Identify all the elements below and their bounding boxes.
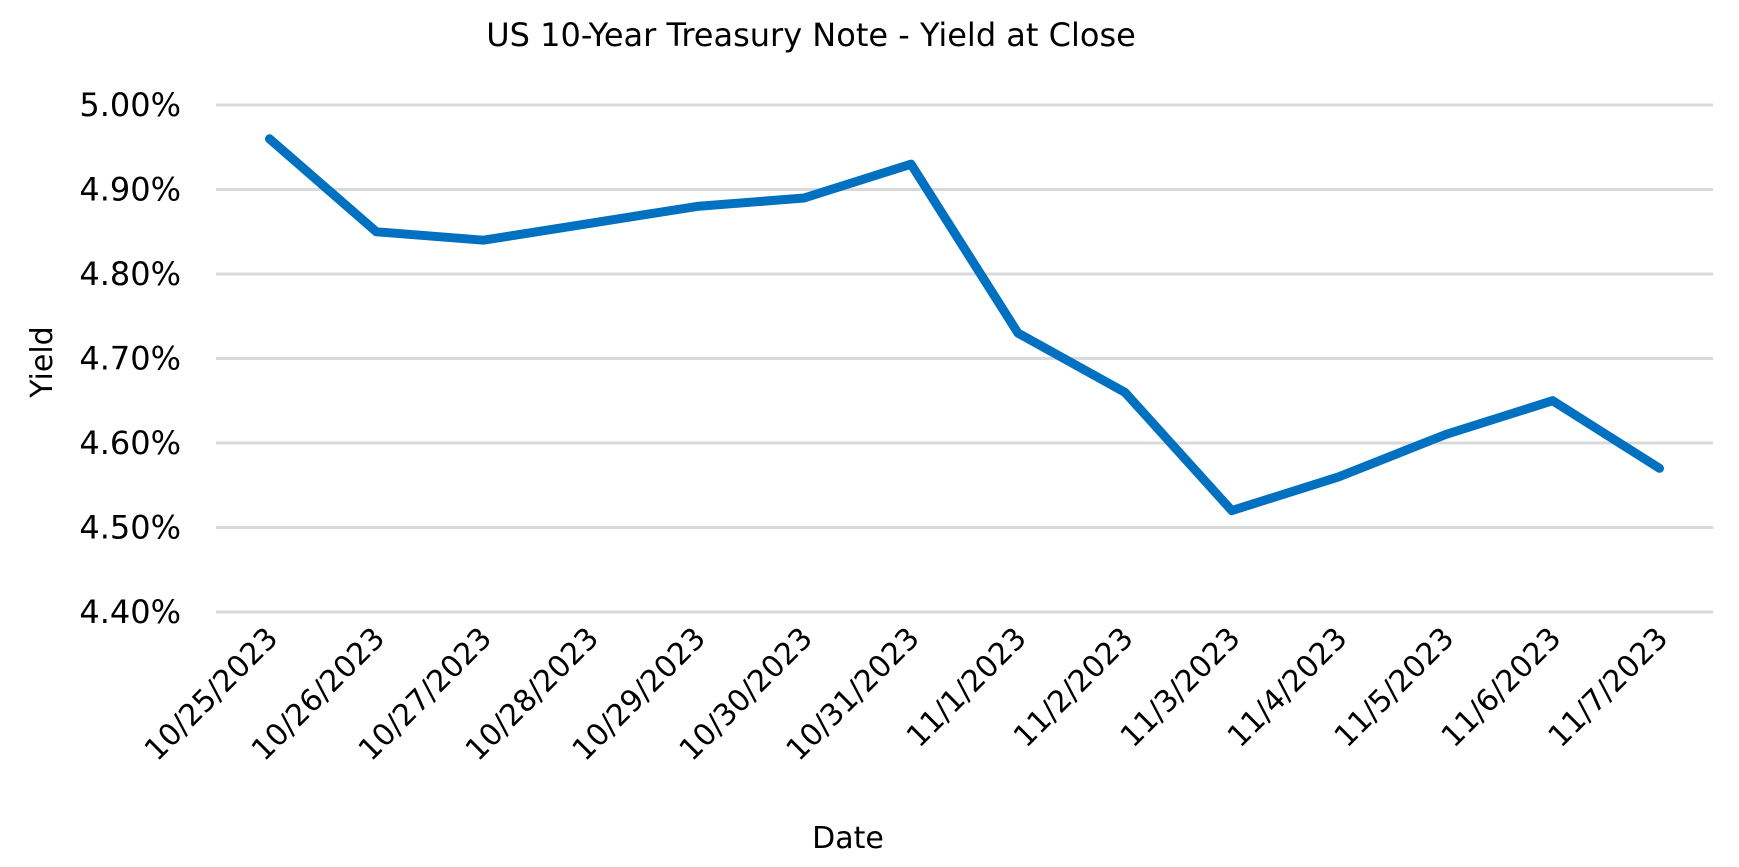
x-axis-ticks: 10/25/202310/26/202310/27/202310/28/2023… bbox=[138, 621, 1675, 768]
y-tick-label: 4.60% bbox=[79, 424, 181, 462]
x-axis-label: Date bbox=[812, 821, 884, 856]
y-tick-label: 5.00% bbox=[79, 86, 181, 124]
y-tick-label: 4.70% bbox=[79, 340, 181, 378]
y-tick-label: 4.80% bbox=[79, 255, 181, 293]
gridlines bbox=[216, 103, 1713, 614]
chart-title: US 10-Year Treasury Note - Yield at Clos… bbox=[486, 16, 1136, 54]
series-line-yield bbox=[265, 134, 1664, 516]
y-axis-ticks: 5.00% 4.90% 4.80% 4.70% 4.60% 4.50% 4.40% bbox=[79, 86, 181, 631]
y-axis-label: Yield bbox=[25, 326, 60, 398]
y-tick-label: 4.50% bbox=[79, 509, 181, 547]
y-tick-label: 4.90% bbox=[79, 171, 181, 209]
y-tick-label: 4.40% bbox=[79, 593, 181, 631]
